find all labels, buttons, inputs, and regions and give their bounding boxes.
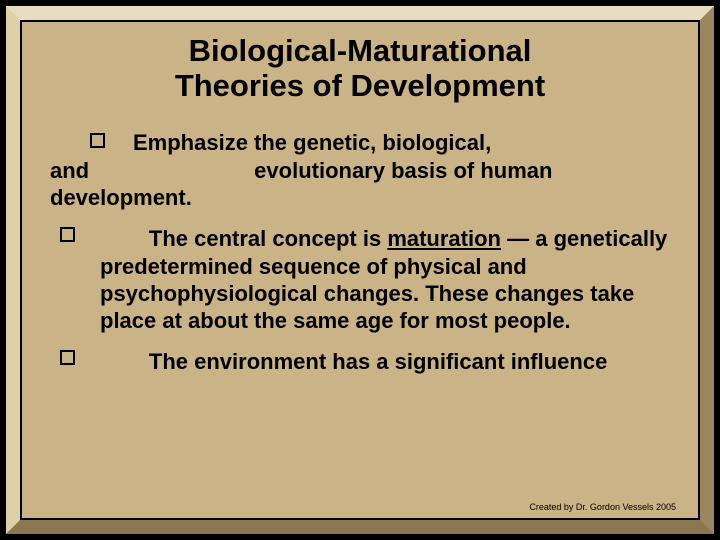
bullet-item-2: The central concept is maturation — a ge… (50, 225, 670, 334)
bullet-item-1: Emphasize the genetic, biological, and e… (50, 129, 670, 211)
credit-line: Created by Dr. Gordon Vessels 2005 (529, 502, 676, 512)
bullet-2-lead (100, 226, 149, 251)
slide-title: Biological-Maturational Theories of Deve… (30, 34, 690, 103)
bullet-3-body: The environment has a significant influe… (149, 349, 607, 374)
bullet-marker-icon (60, 350, 75, 365)
title-line-1: Biological-Maturational (189, 33, 532, 68)
bevel-frame: Biological-Maturational Theories of Deve… (6, 6, 714, 534)
bullet-item-3: The environment has a significant influe… (50, 348, 670, 375)
bullet-2-text: The central concept is maturation — a ge… (100, 225, 670, 334)
bullet-1-spacer (89, 158, 254, 183)
bullet-marker-icon (60, 227, 75, 242)
slide-container: Biological-Maturational Theories of Deve… (0, 0, 720, 540)
content-area: Biological-Maturational Theories of Deve… (22, 22, 698, 518)
title-line-2: Theories of Development (175, 68, 545, 103)
bullet-marker-icon (90, 133, 105, 148)
inner-border: Biological-Maturational Theories of Deve… (20, 20, 700, 520)
bullet-2-before: The central concept is (149, 226, 387, 251)
bullet-1-text: Emphasize the genetic, biological, and e… (50, 130, 552, 210)
bullet-3-lead (100, 349, 149, 374)
bullet-list: Emphasize the genetic, biological, and e… (30, 129, 690, 375)
bullet-3-text: The environment has a significant influe… (100, 348, 670, 375)
bullet-2-underlined: maturation (387, 226, 501, 251)
